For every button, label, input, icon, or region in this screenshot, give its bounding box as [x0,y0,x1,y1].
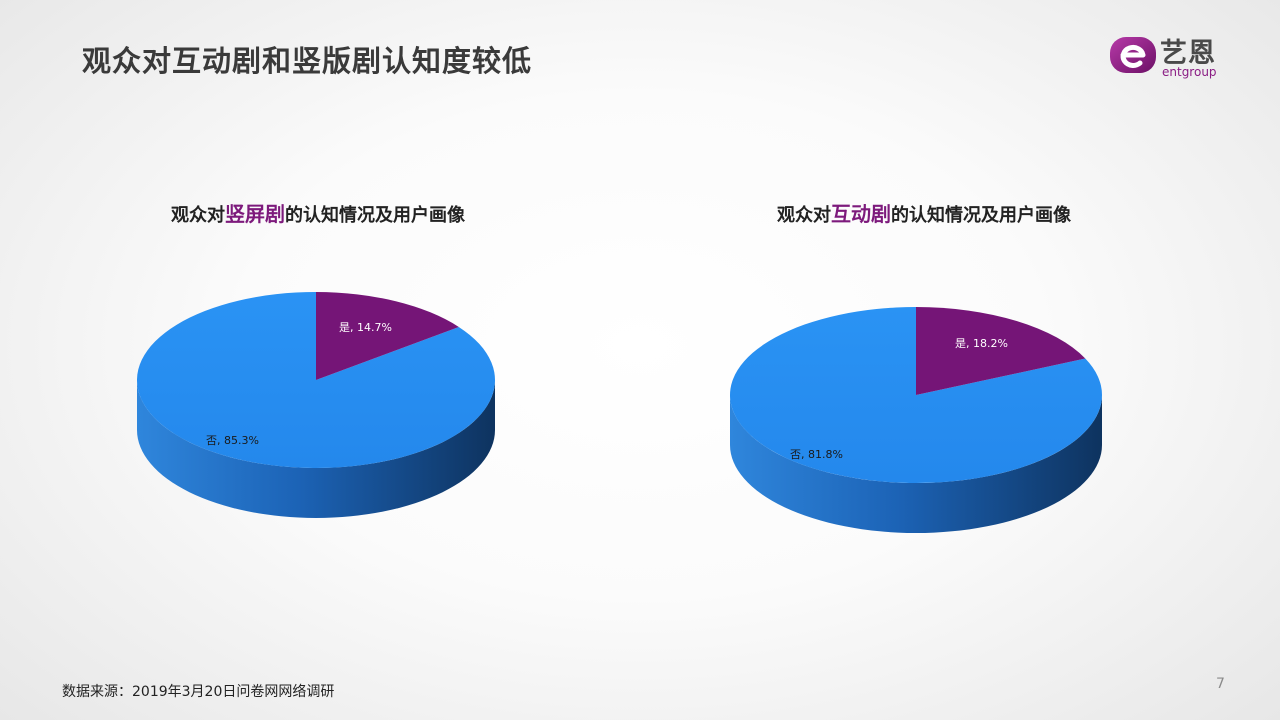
pie-side [730,395,1102,533]
pie-chart-vertical: 是, 14.7% 否, 85.3% [137,292,496,518]
data-label-yes: 是, 14.7% [339,321,392,334]
entgroup-logo: 艺恩 entgroup [1108,33,1248,83]
page-number: 7 [1216,676,1225,692]
chart-title-suffix: 的认知情况及用户画像 [285,205,465,226]
chart-title-prefix: 观众对 [777,205,831,226]
pie-chart-interactive: 是, 18.2% 否, 81.8% [730,307,1102,533]
data-label-yes: 是, 18.2% [955,337,1008,350]
pie-side [137,380,495,518]
pie-slice-yes [916,307,1086,395]
pie-slice-no [137,292,496,469]
chart-title-suffix: 的认知情况及用户画像 [891,205,1071,226]
logo-en-text: entgroup [1162,65,1217,79]
pie-slice-yes [316,292,459,380]
chart-title-highlight: 互动剧 [831,202,891,226]
chart-title-interactive: 观众对互动剧的认知情况及用户画像 [777,198,1071,227]
chart-title-highlight: 竖屏剧 [225,202,285,226]
logo-cn-text: 艺恩 [1160,38,1216,69]
data-label-no: 否, 81.8% [790,448,843,461]
logo-e-icon [1110,37,1156,73]
chart-title-vertical: 观众对竖屏剧的认知情况及用户画像 [171,198,465,227]
data-source-note: 数据来源：2019年3月20日问卷网网络调研 [62,684,335,700]
chart-title-prefix: 观众对 [171,205,225,226]
page-title: 观众对互动剧和竖版剧认知度较低 [82,44,533,78]
data-label-no: 否, 85.3% [206,434,259,447]
